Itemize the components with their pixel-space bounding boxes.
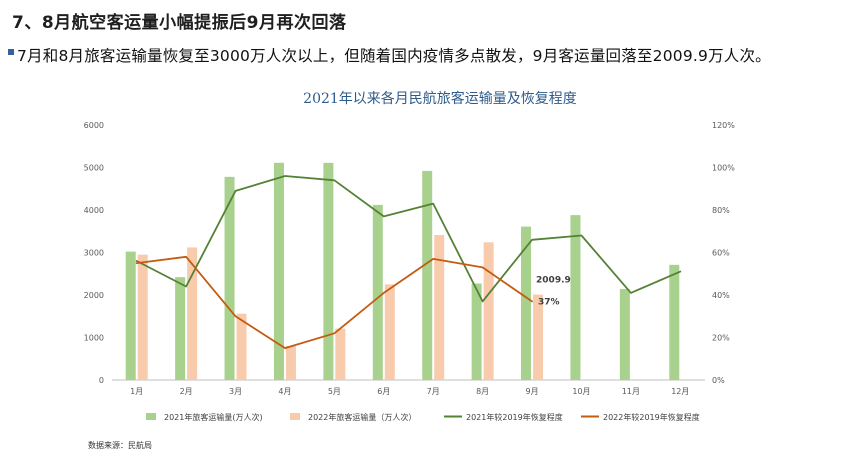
bar (570, 215, 581, 380)
bar (384, 284, 395, 380)
y-left-tick-label: 1000 (84, 334, 104, 343)
legend-label: 2022年较2019年恢复程度 (603, 412, 700, 422)
chart-legend: 2021年旅客运输量(万人次) 2022年旅客运输量（万人次） 2021年较2019… (146, 412, 700, 422)
bar (372, 204, 383, 380)
series-line (135, 255, 533, 350)
bar (236, 313, 247, 380)
chart-bars (125, 162, 680, 380)
x-tick-label: 3月 (229, 387, 242, 396)
bar (175, 277, 186, 380)
data-label: 2009.9 (536, 276, 571, 286)
source-note: 数据来源：民航局 (88, 441, 152, 450)
bar (483, 242, 494, 380)
legend-label: 2022年旅客运输量（万人次） (308, 412, 416, 422)
data-label: 37% (538, 297, 560, 307)
x-tick-label: 9月 (525, 387, 538, 396)
y-right-tick-label: 40% (712, 291, 730, 300)
y-left-tick-label: 5000 (84, 164, 104, 173)
bar (669, 264, 680, 380)
legend-swatch (290, 413, 300, 420)
x-tick-label: 2月 (180, 387, 193, 396)
subline: 7月和8月旅客运输量恢复至3000万人次以上，但随着国内疫情多点散发，9月客运量… (17, 47, 771, 65)
chart-labels: 2009.9 37% (536, 276, 571, 308)
bar (335, 328, 346, 380)
bar (187, 247, 198, 380)
x-tick-label: 10月 (572, 387, 590, 396)
y-left-tick-label: 0 (99, 376, 104, 385)
legend-swatch (146, 413, 156, 420)
bar (533, 294, 544, 380)
subline-row: 7月和8月旅客运输量恢复至3000万人次以上，但随着国内疫情多点散发，9月客运量… (8, 44, 771, 66)
x-tick-label: 5月 (328, 387, 341, 396)
legend-label: 2021年较2019年恢复程度 (466, 412, 563, 422)
legend-label: 2021年旅客运输量(万人次) (164, 412, 263, 422)
y-left-tick-label: 4000 (84, 206, 104, 215)
y-left-tick-label: 6000 (84, 121, 104, 130)
y-right-tick-label: 80% (712, 206, 730, 215)
x-tick-label: 8月 (476, 387, 489, 396)
bullet-icon (8, 49, 14, 55)
x-tick-label: 4月 (278, 387, 291, 396)
bar (323, 162, 334, 380)
y-right-tick-label: 100% (712, 164, 735, 173)
x-tick-label: 1月 (130, 387, 143, 396)
bar (273, 162, 284, 380)
chart-title: 2021年以来各月民航旅客运输量及恢复程度 (303, 90, 577, 107)
x-tick-label: 7月 (427, 387, 440, 396)
x-tick-label: 6月 (377, 387, 390, 396)
y-left-tick-label: 2000 (84, 291, 104, 300)
chart-lines (135, 175, 682, 350)
y-right-tick-label: 120% (712, 121, 735, 130)
y-right-tick-label: 0% (712, 376, 725, 385)
y-right-tick-label: 60% (712, 249, 730, 258)
bar (125, 251, 136, 380)
y-right-tick-label: 20% (712, 334, 730, 343)
chart-axes: 0 1000 2000 3000 4000 5000 6000 0% 20% 40% 60% 80% 1… (84, 121, 736, 396)
bar (619, 289, 630, 380)
bar (434, 235, 445, 380)
series-line (135, 175, 682, 303)
x-tick-label: 11月 (622, 387, 640, 396)
x-tick-label: 12月 (671, 387, 689, 396)
headline: 7、8月航空客运量小幅提振后9月再次回落 (12, 13, 347, 33)
bar (137, 254, 148, 380)
bar (471, 283, 482, 380)
bar (422, 170, 433, 380)
bar (224, 176, 235, 380)
y-left-tick-label: 3000 (84, 249, 104, 258)
bar (285, 346, 296, 380)
bar (521, 226, 532, 380)
